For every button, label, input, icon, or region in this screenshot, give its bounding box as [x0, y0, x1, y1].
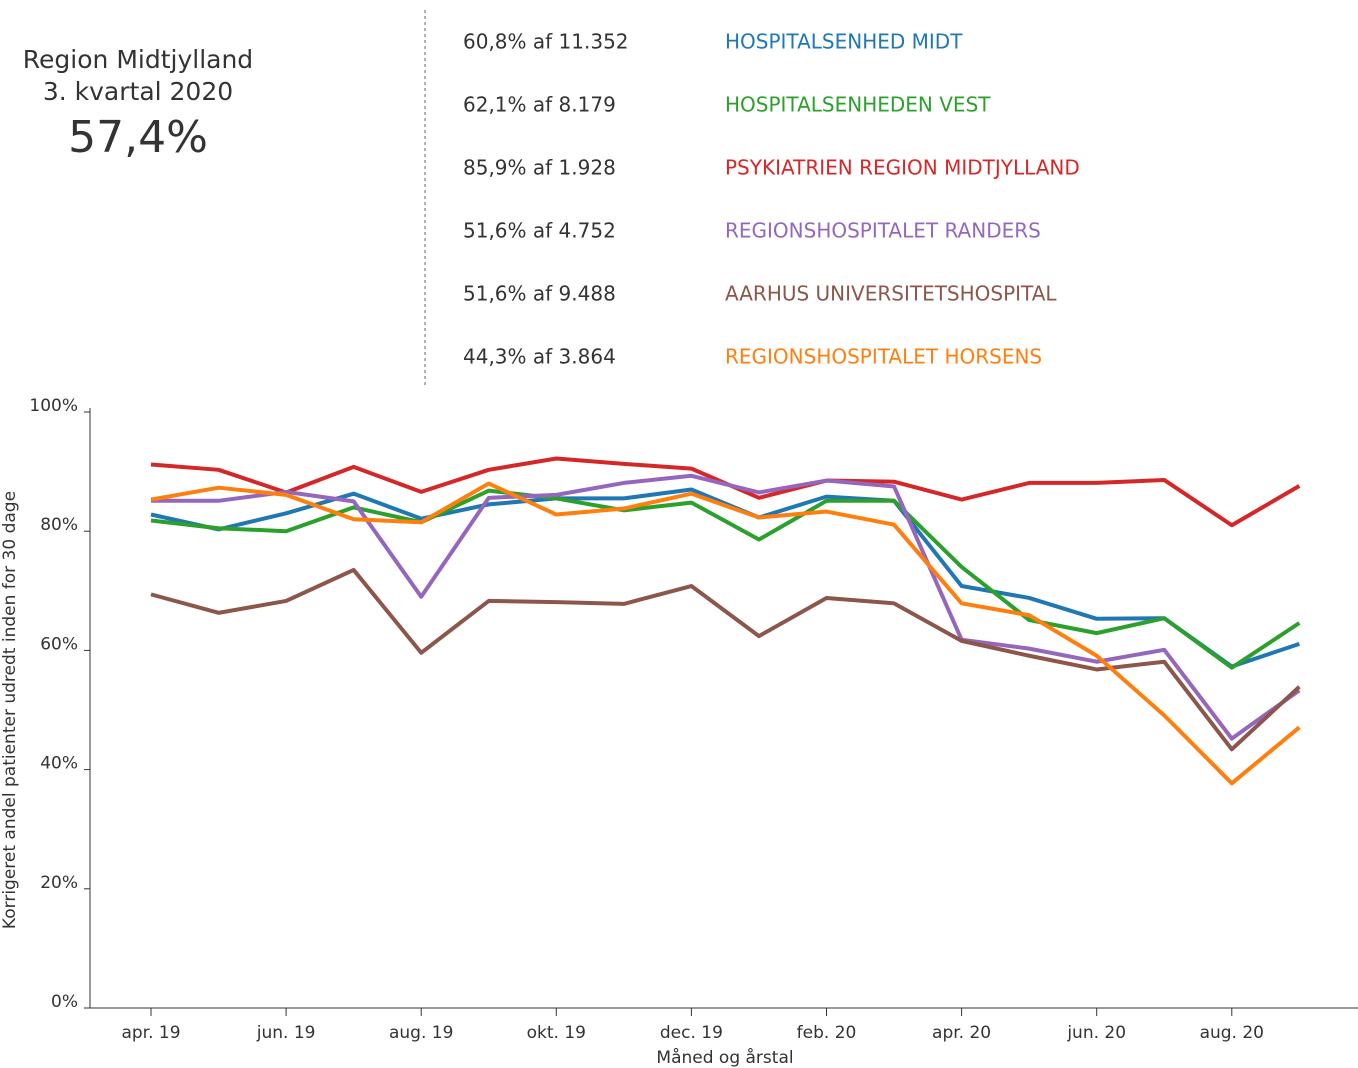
- x-tick-label: apr. 19: [121, 1023, 180, 1043]
- stat: 51,6% af 9.488: [463, 282, 616, 306]
- stat: 85,9% af 1.928: [463, 156, 616, 180]
- x-tick-label: dec. 19: [660, 1023, 723, 1043]
- period: 3. kvartal 2020: [43, 77, 233, 106]
- stat: 60,8% af 11.352: [463, 30, 629, 54]
- x-axis-title: Måned og årstal: [656, 1047, 793, 1068]
- y-tick-label: 40%: [40, 754, 78, 774]
- stat: 44,3% af 3.864: [463, 345, 616, 369]
- y-tick-label: 0%: [51, 992, 78, 1012]
- stat: 62,1% af 8.179: [463, 93, 616, 117]
- legend-entry: AARHUS UNIVERSITETSHOSPITAL: [725, 282, 1057, 306]
- x-tick-label: okt. 19: [527, 1023, 586, 1043]
- stat: 51,6% af 4.752: [463, 219, 616, 243]
- summary-value: 57,4%: [68, 112, 208, 163]
- series-line: [151, 473, 1301, 741]
- legend-entry: PSYKIATRIEN REGION MIDTJYLLAND: [725, 156, 1080, 180]
- series-line: [150, 456, 1301, 528]
- region-title: Region Midtjylland: [23, 45, 253, 74]
- y-axis-title: Korrigeret andel patienter udredt inden …: [0, 491, 20, 929]
- legend-entry: REGIONSHOSPITALET RANDERS: [725, 219, 1041, 243]
- x-tick-label: aug. 20: [1200, 1023, 1264, 1043]
- x-tick-label: jun. 19: [256, 1023, 316, 1043]
- x-tick-label: aug. 19: [389, 1023, 453, 1043]
- legend-entry: REGIONSHOSPITALET HORSENS: [725, 345, 1042, 369]
- y-tick-label: 80%: [40, 515, 78, 535]
- x-tick-label: apr. 20: [932, 1023, 991, 1043]
- series-line: [150, 488, 1301, 670]
- series-line: [150, 567, 1301, 752]
- y-tick-label: 20%: [40, 873, 78, 893]
- y-tick-label: 100%: [29, 396, 78, 416]
- legend-entry: HOSPITALSENHEDEN VEST: [725, 93, 991, 117]
- series-line: [150, 481, 1301, 786]
- legend-entry: HOSPITALSENHED MIDT: [725, 30, 963, 54]
- x-tick-label: feb. 20: [797, 1023, 857, 1043]
- x-tick-label: jun. 20: [1066, 1023, 1126, 1043]
- y-tick-label: 60%: [40, 634, 78, 654]
